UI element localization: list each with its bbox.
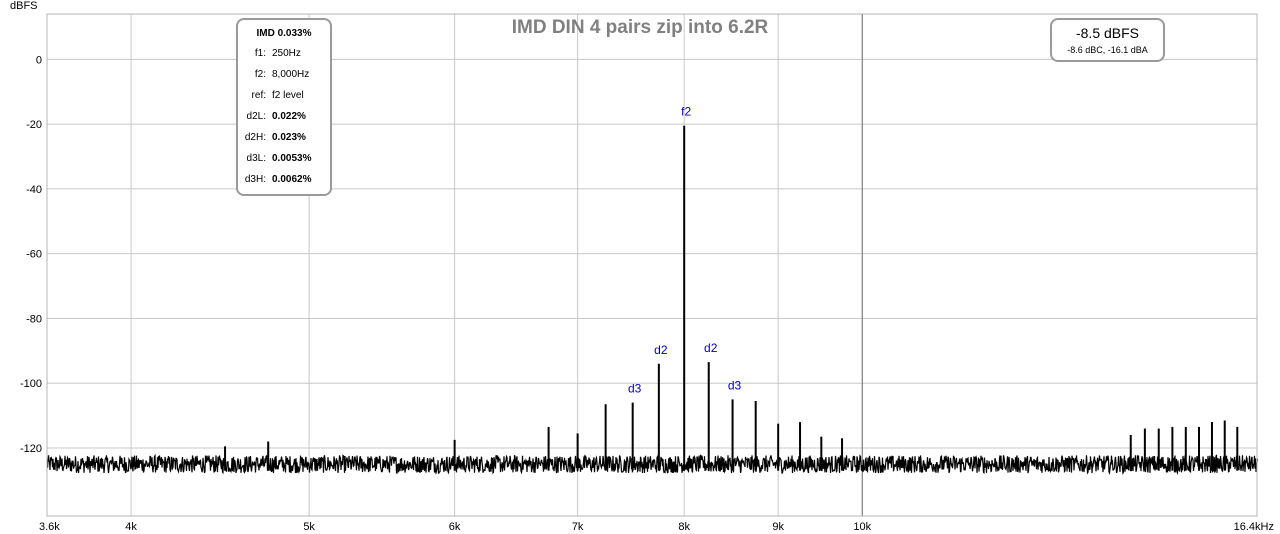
imd-row-label: ref: xyxy=(251,90,266,101)
level-main: -8.5 dBFS xyxy=(1075,25,1140,41)
tick-labels: 0 -20 -40 -60 -80 -100 -120 3.6k 4k 5k 6k 7k 8k 9k 10k… xyxy=(20,54,1274,533)
peak-annotations: f2 d2 d2 d3 d3 xyxy=(628,105,742,396)
y-tick-label: 0 xyxy=(36,54,42,66)
spectrum-trace xyxy=(46,125,1259,476)
imd-row-value: 0.0062% xyxy=(272,174,312,185)
imd-row: f2: 8,000Hz xyxy=(238,68,330,82)
chart-title: IMD DIN 4 pairs zip into 6.2R xyxy=(512,17,769,38)
imd-row-label: d3H: xyxy=(244,174,266,185)
grid xyxy=(47,14,1257,516)
imd-row: d3H: 0.0062% xyxy=(238,173,330,187)
peak-label: f2 xyxy=(681,105,691,119)
noise-floor-line xyxy=(46,453,1259,476)
x-tick-label: 4k xyxy=(125,521,137,533)
x-tick-label: 9k xyxy=(772,521,784,533)
y-tick-label: -100 xyxy=(20,378,42,390)
imd-header: IMD 0.033% xyxy=(256,28,312,39)
y-tick-label: -40 xyxy=(26,184,42,196)
imd-row-label: f2: xyxy=(254,69,266,80)
imd-row-label: d2H: xyxy=(244,132,266,143)
x-tick-label: 8k xyxy=(678,521,690,533)
level-sub: -8.6 dBC, -16.1 dBA xyxy=(1067,45,1148,55)
x-tick-label: 10k xyxy=(853,521,871,533)
peak-label: d3 xyxy=(628,382,642,396)
imd-result-box: IMD 0.033% f1: 250Hz f2: 8,000Hz ref: f2 leve… xyxy=(236,18,332,196)
peak-label: d3 xyxy=(728,378,742,392)
imd-row-value: 0.0053% xyxy=(272,153,312,164)
imd-row: f1: 250Hz xyxy=(238,47,330,61)
y-tick-label: -80 xyxy=(26,313,42,325)
y-tick-label: -120 xyxy=(20,443,42,455)
peak-label: d2 xyxy=(654,343,668,357)
imd-row-value: 250Hz xyxy=(272,48,301,59)
y-tick-label: -60 xyxy=(26,249,42,261)
x-tick-label: 6k xyxy=(449,521,461,533)
x-tick-label: 5k xyxy=(303,521,315,533)
imd-row-value: f2 level xyxy=(272,90,304,101)
imd-row-value: 8,000Hz xyxy=(272,69,310,80)
peak-label: d2 xyxy=(704,341,718,355)
imd-row-value: 0.023% xyxy=(272,132,306,143)
level-box: -8.5 dBFS -8.6 dBC, -16.1 dBA xyxy=(1050,18,1165,62)
imd-row-value: 0.022% xyxy=(272,111,306,122)
imd-row: ref: f2 level xyxy=(238,89,330,103)
imd-row-label: d2L: xyxy=(246,111,266,122)
axes xyxy=(46,13,1258,517)
imd-row: d2L: 0.022% xyxy=(238,110,330,124)
x-tick-label: 16.4kHz xyxy=(1234,521,1274,533)
x-tick-label: 7k xyxy=(572,521,584,533)
imd-row-label: f1: xyxy=(254,48,266,59)
imd-row-label: d3L: xyxy=(246,153,266,164)
y-tick-label: -20 xyxy=(26,119,42,131)
y-axis-label: dBFS xyxy=(10,0,38,12)
imd-row: d3L: 0.0053% xyxy=(238,152,330,166)
imd-row: d2H: 0.023% xyxy=(238,131,330,145)
plot-frame xyxy=(46,13,1258,517)
x-tick-label: 3.6k xyxy=(39,521,60,533)
